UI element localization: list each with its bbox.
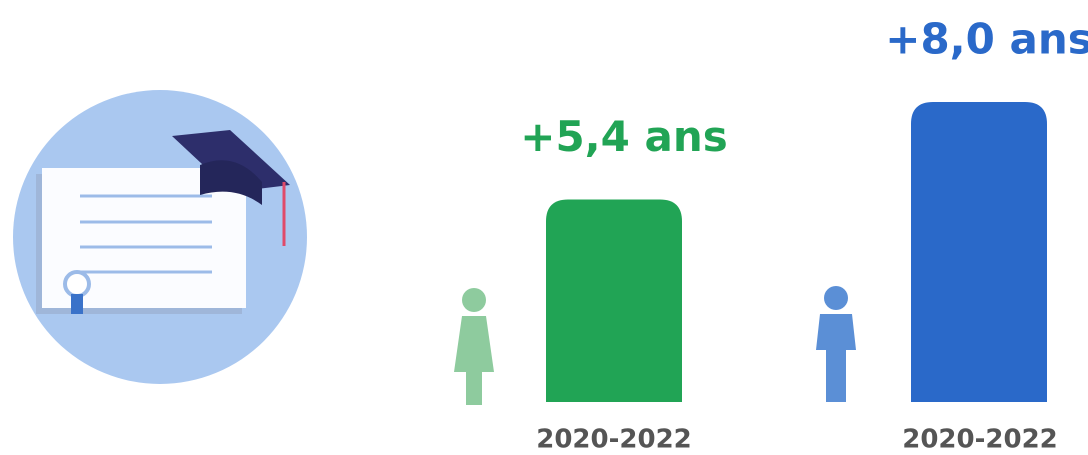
value-label: +8,0 ans [885,15,1088,64]
bar [546,199,682,402]
diploma-icon [13,90,307,384]
category-label: 2020-2022 [902,425,1058,455]
man-icon [816,286,856,402]
bar [911,102,1047,402]
woman-icon [454,288,494,405]
category-label: 2020-2022 [536,425,692,455]
value-label: +5,4 ans [520,112,727,161]
